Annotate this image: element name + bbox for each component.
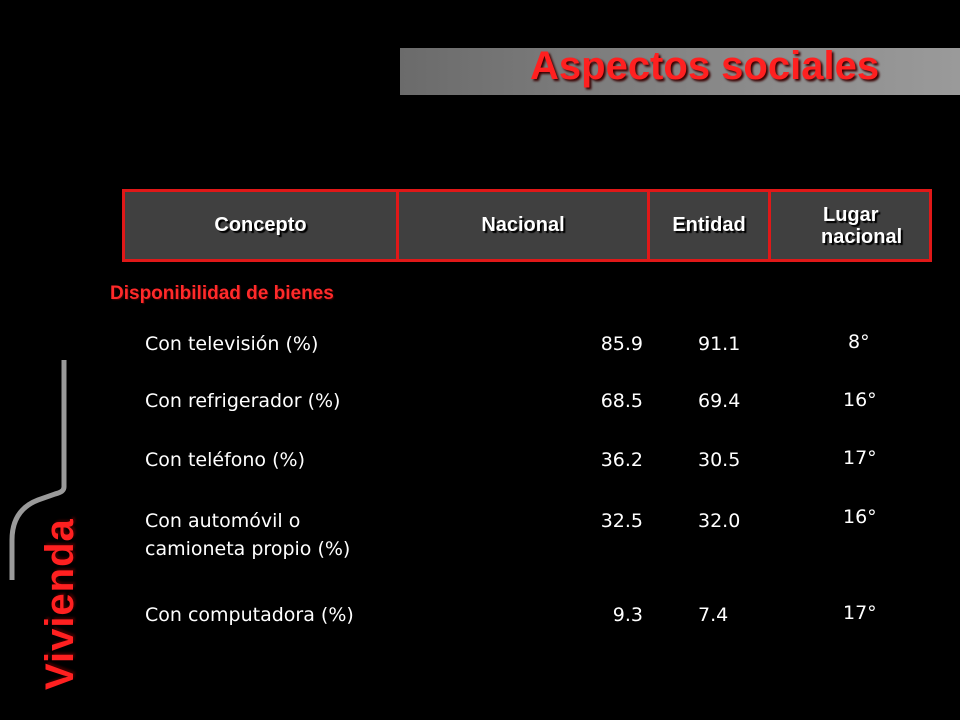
- title-bar: [400, 48, 960, 95]
- row-nacional-computadora: 9.3: [612, 604, 643, 626]
- section-label: Disponibilidad de bienes: [110, 283, 334, 304]
- row-lugar-telefono: 17°: [843, 447, 877, 469]
- row-lugar-television: 8°: [848, 331, 870, 353]
- row-label-telefono: Con teléfono (%): [145, 449, 305, 471]
- header-lugar-line1: Lugar: [823, 203, 879, 226]
- row-entidad-television: 91.1: [698, 333, 741, 355]
- row-entidad-telefono: 30.5: [698, 449, 741, 471]
- header-concepto: Concepto: [125, 192, 399, 259]
- row-lugar-automovil: 16°: [843, 506, 877, 528]
- row-nacional-automovil: 32.5: [600, 510, 643, 532]
- row-label-computadora: Con computadora (%): [145, 604, 354, 626]
- slide-title: Aspectos sociales: [530, 44, 880, 88]
- header-lugar-nacional: Lugar nacional: [771, 192, 929, 259]
- row-nacional-telefono: 36.2: [600, 449, 643, 471]
- header-lugar-line2: nacional: [821, 225, 903, 248]
- row-label-refrigerador: Con refrigerador (%): [145, 390, 341, 412]
- row-label-television: Con televisión (%): [145, 333, 319, 355]
- row-nacional-refrigerador: 68.5: [600, 390, 643, 412]
- row-label-automovil-line2: camioneta propio (%): [145, 538, 351, 560]
- header-entidad: Entidad: [650, 192, 771, 259]
- header-nacional: Nacional: [399, 192, 650, 259]
- row-label-automovil: Con automóvil o camioneta propio (%): [145, 507, 350, 563]
- table-header: Concepto Nacional Entidad Lugar nacional: [122, 189, 932, 262]
- side-label-vivienda: Vivienda: [38, 518, 82, 690]
- row-lugar-computadora: 17°: [843, 602, 877, 624]
- row-entidad-computadora: 7.4: [698, 604, 729, 626]
- row-lugar-refrigerador: 16°: [843, 389, 877, 411]
- row-entidad-refrigerador: 69.4: [698, 390, 741, 412]
- decorative-side-line: [9, 360, 67, 580]
- row-label-automovil-line1: Con automóvil o: [145, 510, 301, 532]
- row-nacional-television: 85.9: [600, 333, 643, 355]
- row-entidad-automovil: 32.0: [698, 510, 741, 532]
